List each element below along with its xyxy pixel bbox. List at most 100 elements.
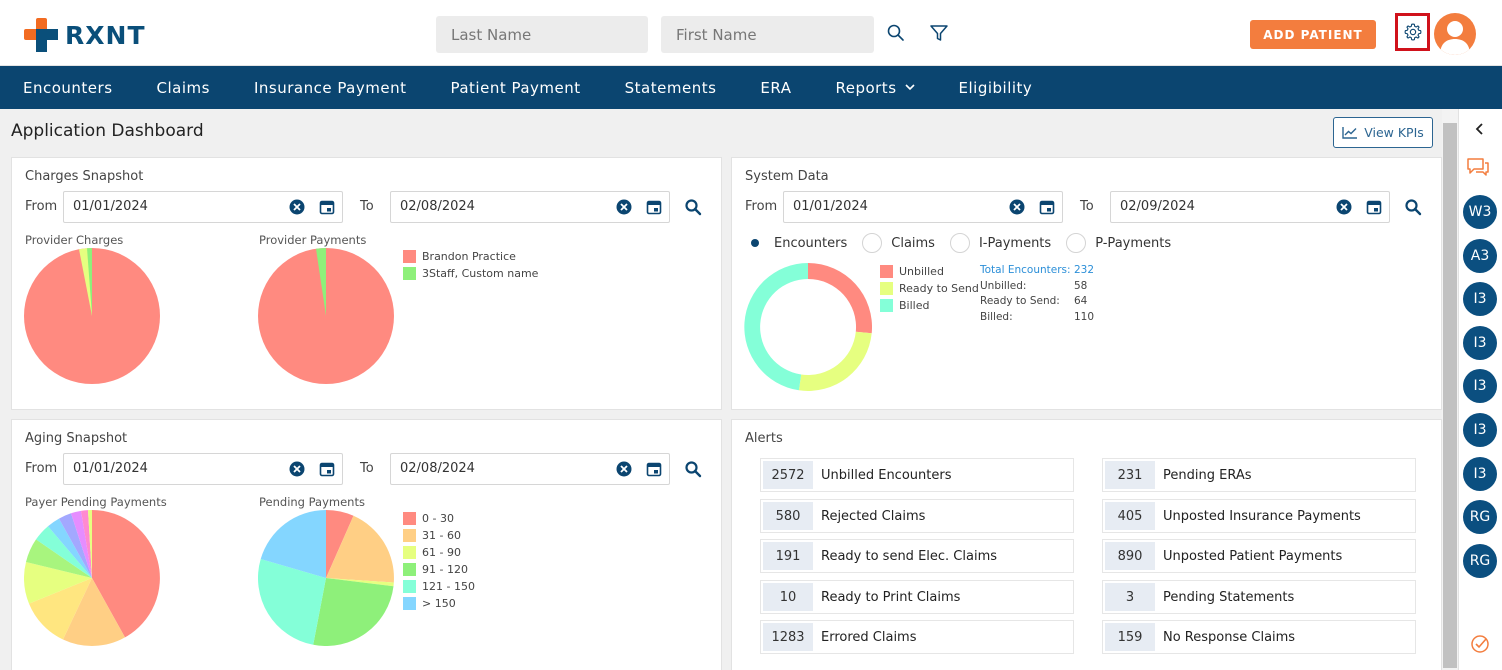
alert-pending-statements[interactable]: 3 Pending Statements [1102, 580, 1416, 614]
rail-badge-i3[interactable]: I3 [1463, 413, 1497, 447]
alert-ready-to-send-elec-claims[interactable]: 191 Ready to send Elec. Claims [760, 539, 1074, 573]
view-kpis-button[interactable]: View KPIs [1333, 117, 1433, 148]
last-name-input[interactable] [436, 16, 648, 53]
alert-unposted-insurance-payments[interactable]: 405 Unposted Insurance Payments [1102, 499, 1416, 533]
alert-unposted-patient-payments[interactable]: 890 Unposted Patient Payments [1102, 539, 1416, 573]
pie-slice [29, 578, 92, 640]
alert-label: Errored Claims [821, 629, 917, 645]
alert-count: 2572 [763, 461, 813, 489]
rail-badge-rg[interactable]: RG [1463, 500, 1497, 534]
nav-insurance-payment[interactable]: Insurance Payment [253, 78, 407, 97]
first-name-input[interactable] [661, 16, 874, 53]
provider-charges-label: Provider Charges [25, 233, 124, 247]
scrollbar-thumb[interactable] [1443, 123, 1457, 668]
clear-icon[interactable] [1336, 199, 1352, 215]
stat-row: Unbilled: 58 [980, 279, 1088, 292]
nav-era[interactable]: ERA [760, 78, 792, 97]
rail-badge-a3[interactable]: A3 [1463, 239, 1497, 273]
gear-icon [1404, 23, 1421, 41]
search-icon[interactable] [1404, 198, 1422, 216]
alert-unbilled-encounters[interactable]: 2572 Unbilled Encounters [760, 458, 1074, 492]
chat-icon[interactable] [1466, 157, 1490, 179]
rail-badge-i3[interactable]: I3 [1463, 326, 1497, 360]
task-check-icon[interactable] [1470, 634, 1490, 654]
settings-button[interactable] [1395, 13, 1430, 51]
to-label: To [360, 199, 374, 214]
from-date-field[interactable]: 01/01/2024 [783, 191, 1063, 223]
clear-icon[interactable] [616, 199, 632, 215]
to-date-value: 02/09/2024 [1120, 199, 1195, 214]
nav-patient-payment[interactable]: Patient Payment [450, 78, 581, 97]
from-date-field[interactable]: 01/01/2024 [63, 453, 343, 485]
radio-i-payments[interactable]: I-Payments [949, 233, 1051, 253]
alert-errored-claims[interactable]: 1283 Errored Claims [760, 620, 1074, 654]
calendar-icon[interactable] [1039, 199, 1055, 215]
main-scrollbar[interactable] [1442, 109, 1458, 670]
provider-charges-pie [24, 248, 160, 384]
nav-encounters[interactable]: Encounters [23, 78, 113, 97]
rxnt-logo[interactable]: RXNT [24, 18, 146, 52]
panel-title: System Data [745, 169, 829, 184]
main-nav: Encounters Claims Insurance Payment Pati… [0, 66, 1502, 109]
rail-badge-rg[interactable]: RG [1463, 544, 1497, 578]
pie-slice [81, 510, 92, 578]
rail-badge-i3[interactable]: I3 [1463, 369, 1497, 403]
payer-pending-payments-pie [24, 510, 160, 646]
rail-badge-w3[interactable]: W3 [1463, 195, 1497, 229]
calendar-icon[interactable] [319, 199, 335, 215]
charges-snapshot-panel: Charges Snapshot From 01/01/2024 To 02/0… [11, 157, 722, 410]
alert-count: 191 [763, 542, 813, 570]
alert-count: 580 [763, 502, 813, 530]
to-date-field[interactable]: 02/08/2024 [390, 191, 670, 223]
alerts-panel: Alerts 2572 Unbilled Encounters 580 Reject… [731, 419, 1442, 670]
pie-slice-3staff [316, 248, 326, 316]
aging-snapshot-panel: Aging Snapshot From 01/01/2024 To 02/08/… [11, 419, 722, 670]
pie-slice [26, 539, 92, 578]
donut-slice-unbilled [808, 263, 872, 334]
nav-statements[interactable]: Statements [624, 78, 717, 97]
search-icon[interactable] [684, 198, 702, 216]
alert-no-response-claims[interactable]: 159 No Response Claims [1102, 620, 1416, 654]
user-avatar[interactable] [1434, 13, 1476, 55]
chevron-left-icon[interactable] [1474, 122, 1486, 136]
rail-badge-i3[interactable]: I3 [1463, 457, 1497, 491]
nav-reports[interactable]: Reports [835, 78, 915, 97]
top-header: RXNT ADD PATIENT [0, 0, 1502, 66]
clear-icon[interactable] [1009, 199, 1025, 215]
radio-encounters[interactable]: Encounters [745, 233, 847, 253]
search-icon[interactable] [684, 460, 702, 478]
to-date-field[interactable]: 02/08/2024 [390, 453, 670, 485]
radio-claims[interactable]: Claims [862, 233, 935, 253]
legend-item: Billed [880, 297, 979, 314]
alert-pending-eras[interactable]: 231 Pending ERAs [1102, 458, 1416, 492]
search-icon[interactable] [885, 22, 907, 44]
nav-reports-label: Reports [835, 78, 897, 97]
from-label: From [25, 461, 58, 476]
calendar-icon[interactable] [646, 199, 662, 215]
nav-claims[interactable]: Claims [156, 78, 210, 97]
stat-row: Total Encounters: 232 [980, 264, 1095, 276]
to-label: To [360, 461, 374, 476]
alert-count: 1283 [763, 623, 813, 651]
from-date-field[interactable]: 01/01/2024 [63, 191, 343, 223]
alert-ready-to-print-claims[interactable]: 10 Ready to Print Claims [760, 580, 1074, 614]
to-date-field[interactable]: 02/09/2024 [1110, 191, 1390, 223]
rail-badge-i3[interactable]: I3 [1463, 282, 1497, 316]
calendar-icon[interactable] [1366, 199, 1382, 215]
alert-count: 159 [1105, 623, 1155, 651]
system-data-panel: System Data From 01/01/2024 To 02/09/202… [731, 157, 1442, 410]
filter-icon[interactable] [928, 22, 950, 44]
nav-eligibility[interactable]: Eligibility [958, 78, 1033, 97]
clear-icon[interactable] [289, 199, 305, 215]
calendar-icon[interactable] [319, 461, 335, 477]
radio-p-payments[interactable]: P-Payments [1066, 233, 1171, 253]
add-patient-button[interactable]: ADD PATIENT [1250, 20, 1376, 49]
clear-icon[interactable] [289, 461, 305, 477]
clear-icon[interactable] [616, 461, 632, 477]
pie-slice [24, 562, 92, 604]
calendar-icon[interactable] [646, 461, 662, 477]
alert-count: 10 [763, 583, 813, 611]
pie-slice [48, 518, 92, 578]
provider-payments-pie [258, 248, 394, 384]
alert-rejected-claims[interactable]: 580 Rejected Claims [760, 499, 1074, 533]
